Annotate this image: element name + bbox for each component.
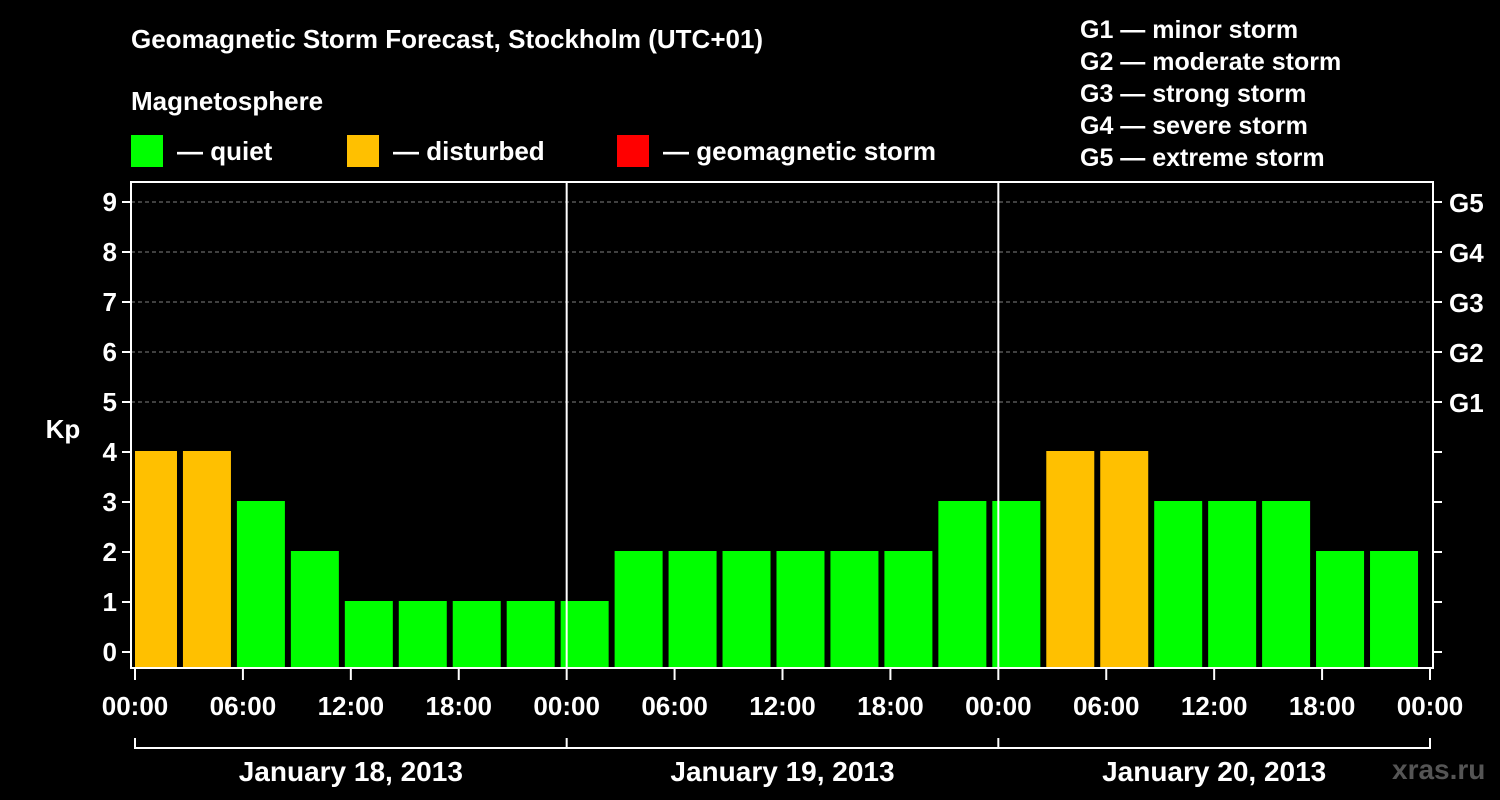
g-scale-item-g2: G2 — moderate storm [1080,48,1342,76]
g-scale-item-g4: G4 — severe storm [1080,112,1308,140]
y-tick-label-9: 9 [103,187,117,217]
kp-bar-12 [776,551,825,668]
y-tick-label-2: 2 [103,537,117,567]
x-tick-label-12: 00:00 [1397,691,1464,721]
kp-bar-11 [722,551,771,668]
legend-swatch-quiet [131,135,163,167]
y-tick-label-3: 3 [103,487,117,517]
kp-bar-7 [506,601,555,668]
y-tick-label-5: 5 [103,387,117,417]
day-label-0: January 18, 2013 [239,756,463,787]
g-scale-item-g5: G5 — extreme storm [1080,144,1325,172]
y-tick-label-0: 0 [103,637,117,667]
kp-bar-5 [398,601,447,668]
x-tick-label-7: 18:00 [857,691,924,721]
kp-bar-8 [560,601,609,668]
kp-bar-1 [182,451,231,668]
x-tick-label-2: 12:00 [318,691,385,721]
y-tick-label-4: 4 [103,437,118,467]
legend-item-storm: — geomagnetic storm [617,134,936,168]
g-label-g1: G1 [1449,388,1484,418]
kp-bar-0 [135,451,177,668]
x-tick-label-6: 12:00 [749,691,816,721]
kp-bar-18 [1100,451,1149,668]
kp-bar-2 [236,501,285,668]
x-tick-label-0: 00:00 [102,691,169,721]
legend-label-disturbed: — disturbed [393,135,545,166]
kp-bar-10 [668,551,717,668]
kp-bar-14 [884,551,933,668]
kp-bar-3 [290,551,339,668]
kp-bar-17 [1046,451,1095,668]
legend-label-storm: — geomagnetic storm [663,135,937,166]
x-tick-label-8: 00:00 [965,691,1032,721]
g-label-g5: G5 [1449,188,1484,218]
kp-bar-23 [1370,551,1419,668]
g-label-g3: G3 [1449,288,1484,318]
legend-swatch-storm [617,135,649,167]
kp-bar-21 [1262,501,1311,668]
y-tick-label-8: 8 [103,237,117,267]
kp-bar-6 [452,601,501,668]
legend-label-quiet: — quiet [177,135,273,166]
kp-bar-4 [344,601,393,668]
legend-item-quiet: — quiet [131,134,272,168]
legend-title: Magnetosphere [131,86,324,116]
kp-bar-19 [1154,501,1203,668]
x-tick-label-10: 12:00 [1181,691,1248,721]
chart-title: Geomagnetic Storm Forecast, Stockholm (U… [131,24,764,54]
legend-swatch-disturbed [347,135,379,167]
x-tick-label-5: 06:00 [641,691,708,721]
kp-bar-13 [830,551,879,668]
x-tick-label-11: 18:00 [1289,691,1356,721]
kp-bar-20 [1208,501,1257,668]
y-tick-label-7: 7 [103,287,117,317]
day-label-1: January 19, 2013 [670,756,894,787]
kp-bar-22 [1316,551,1365,668]
x-tick-label-9: 06:00 [1073,691,1140,721]
x-tick-label-1: 06:00 [210,691,277,721]
g-scale-legend: G1 — minor storm G2 — moderate storm G3 … [1080,14,1341,174]
x-tick-label-4: 00:00 [533,691,600,721]
day-label-2: January 20, 2013 [1102,756,1326,787]
kp-bar-9 [614,551,663,668]
g-scale-item-g1: G1 — minor storm [1080,16,1299,44]
legend-item-disturbed: — disturbed [347,134,545,168]
y-tick-label-1: 1 [103,587,117,617]
kp-bar-16 [992,501,1041,668]
watermark: xras.ru [1392,754,1486,785]
x-tick-label-3: 18:00 [426,691,493,721]
y-tick-label-6: 6 [103,337,117,367]
g-label-g2: G2 [1449,338,1484,368]
y-axis-label: Kp [46,414,81,444]
g-scale-item-g3: G3 — strong storm [1080,80,1307,108]
kp-bar-15 [938,501,987,668]
g-label-g4: G4 [1449,238,1484,268]
